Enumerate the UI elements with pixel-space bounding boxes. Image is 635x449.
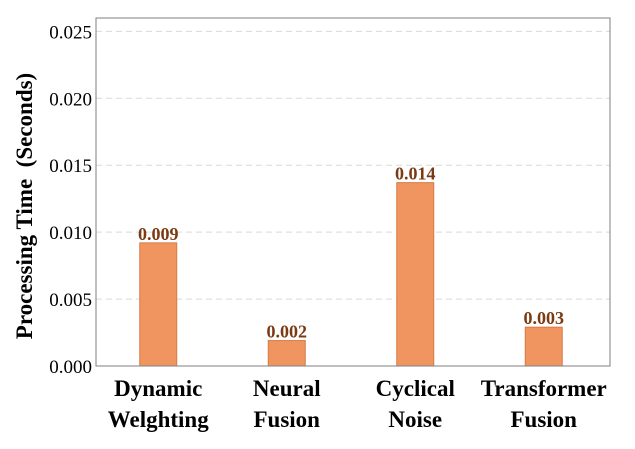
- data-label: 0.003: [524, 308, 565, 328]
- bar: [396, 182, 435, 367]
- x-category-label: Welghting: [108, 407, 209, 432]
- y-axis-title: Processing Time (Seconds): [12, 73, 37, 339]
- y-tick-label: 0.005: [49, 290, 92, 311]
- x-axis-categories: Dynamic Welghting Neural Fusion Cyclical Nois…: [108, 376, 607, 432]
- y-tick-label: 0.000: [49, 357, 92, 378]
- x-category-label: Noise: [388, 407, 442, 432]
- y-axis-ticks: 0.000 0.005 0.010 0.015 0.020 0.025: [49, 22, 92, 378]
- y-tick-label: 0.025: [49, 22, 92, 43]
- plot-frame: [95, 17, 611, 367]
- x-category-label: Cyclical: [376, 376, 455, 401]
- y-tick-label: 0.020: [49, 89, 92, 110]
- grid-lines: [96, 30, 610, 300]
- x-category-label: Fusion: [511, 407, 578, 432]
- data-label: 0.009: [138, 224, 179, 244]
- data-labels: 0.009 0.002 0.014 0.003: [138, 164, 564, 342]
- bar: [524, 326, 563, 367]
- bars: [139, 182, 563, 367]
- y-tick-label: 0.010: [49, 223, 92, 244]
- bar: [267, 340, 306, 367]
- x-category-label: Transformer: [481, 376, 607, 401]
- y-tick-label: 0.015: [49, 156, 92, 177]
- data-label: 0.002: [267, 322, 308, 342]
- x-category-label: Neural: [253, 376, 321, 401]
- x-category-label: Dynamic: [114, 376, 202, 401]
- bar: [139, 242, 178, 367]
- data-label: 0.014: [395, 164, 436, 184]
- x-category-label: Fusion: [254, 407, 321, 432]
